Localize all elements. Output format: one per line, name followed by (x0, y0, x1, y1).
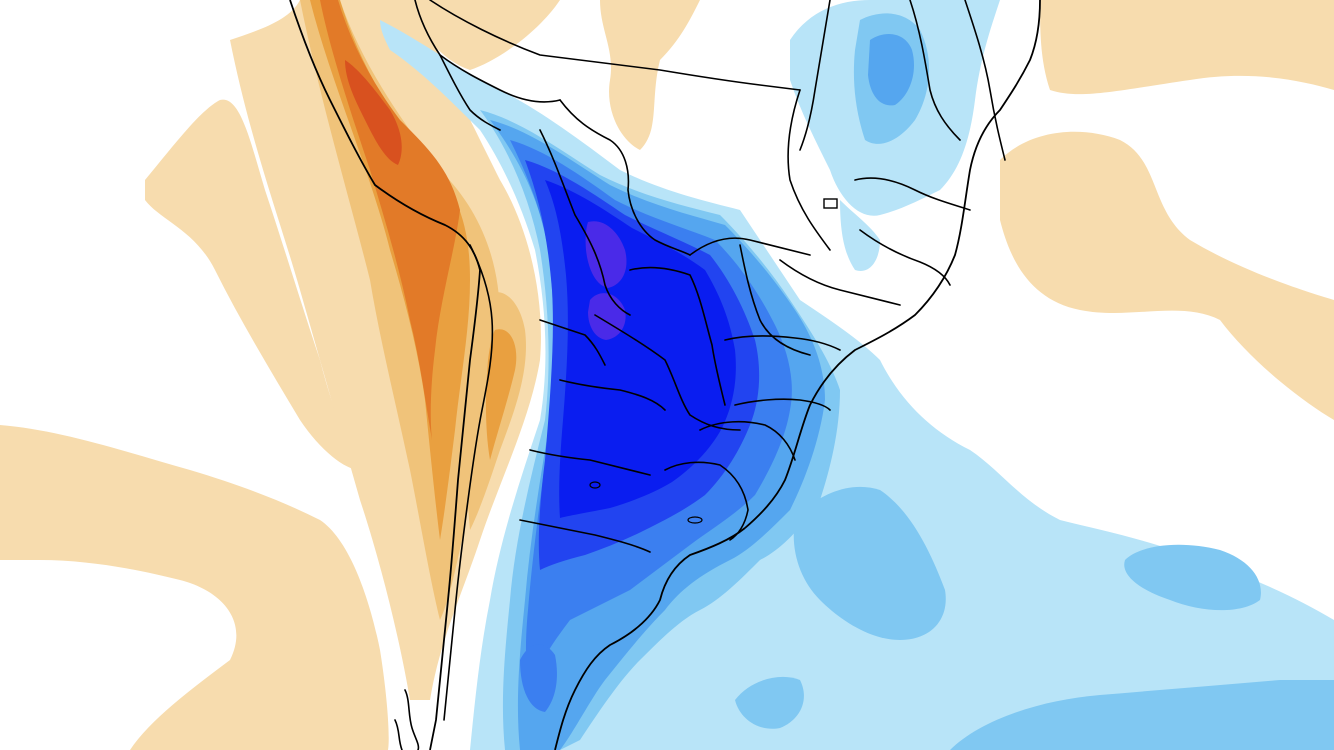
capital-marker (823, 198, 838, 209)
chile-argentina-border (443, 244, 494, 721)
brazil-state-border-9 (964, 0, 1006, 161)
brazil-uruguay-border (699, 420, 796, 461)
argentina-province-border-2 (559, 379, 666, 411)
warm-region-central-pacific (145, 99, 360, 471)
bolivia-north-border (439, 54, 501, 131)
brazil-state-border-8 (909, 0, 961, 141)
cool-region-purple-core-north (585, 221, 627, 288)
bolivia-brazil-border (559, 99, 691, 256)
brazil-state-border-1 (689, 237, 811, 256)
political-borders-layer (289, 0, 1041, 750)
peru-bolivia-border (414, 0, 561, 103)
lake-marker-2 (687, 516, 703, 524)
uruguay-border (664, 461, 749, 541)
brazil-state-border-6 (799, 0, 831, 151)
argentina-province-border-1 (539, 319, 606, 366)
warm-region-atlantic-ne (1040, 0, 1334, 95)
argentina-east-coast (554, 527, 746, 750)
warm-region-north-corner (624, 0, 680, 31)
warm-region-west-pacific (0, 425, 389, 750)
brazil-state-border-5 (787, 89, 831, 251)
brazil-state-border-4 (734, 398, 831, 411)
cool-region-atlantic-mid (793, 486, 946, 640)
brazil-state-border-2 (739, 244, 811, 356)
cool-region-ne-3 (868, 34, 915, 106)
argentina-province-border-4 (519, 519, 651, 553)
warm-region-atlantic-east (1000, 131, 1334, 420)
cool-region-ne-brazil-2 (840, 200, 880, 271)
warm-region-andes-east-orange (485, 329, 517, 460)
cool-region-south-4 (520, 644, 557, 712)
atlantic-coastline-brazil (744, 0, 1041, 529)
warm-region-andes-dark (320, 0, 460, 440)
warm-region-andes-red (345, 60, 402, 165)
cool-region-atlantic-south-mid (950, 680, 1334, 750)
pacific-coastline (289, 0, 481, 750)
warm-region-amazon-north (600, 0, 700, 150)
brazil-state-border-7 (854, 177, 971, 211)
argentina-province-border-3 (529, 449, 651, 476)
cool-region-atlantic-spot-mid (735, 676, 804, 729)
warm-region-north-sea (400, 0, 560, 70)
chiloe-islands (394, 689, 420, 750)
paraguay-border (629, 266, 726, 406)
lake-marker-1 (589, 481, 601, 489)
brazil-north-border (429, 0, 801, 91)
brazil-state-border-3 (724, 335, 841, 351)
brazil-state-border-10 (779, 259, 901, 306)
bolivia-paraguay-border (539, 129, 631, 316)
cool-anomaly-layer (380, 0, 1334, 750)
cool-region-atlantic-east-mid (1124, 544, 1261, 611)
